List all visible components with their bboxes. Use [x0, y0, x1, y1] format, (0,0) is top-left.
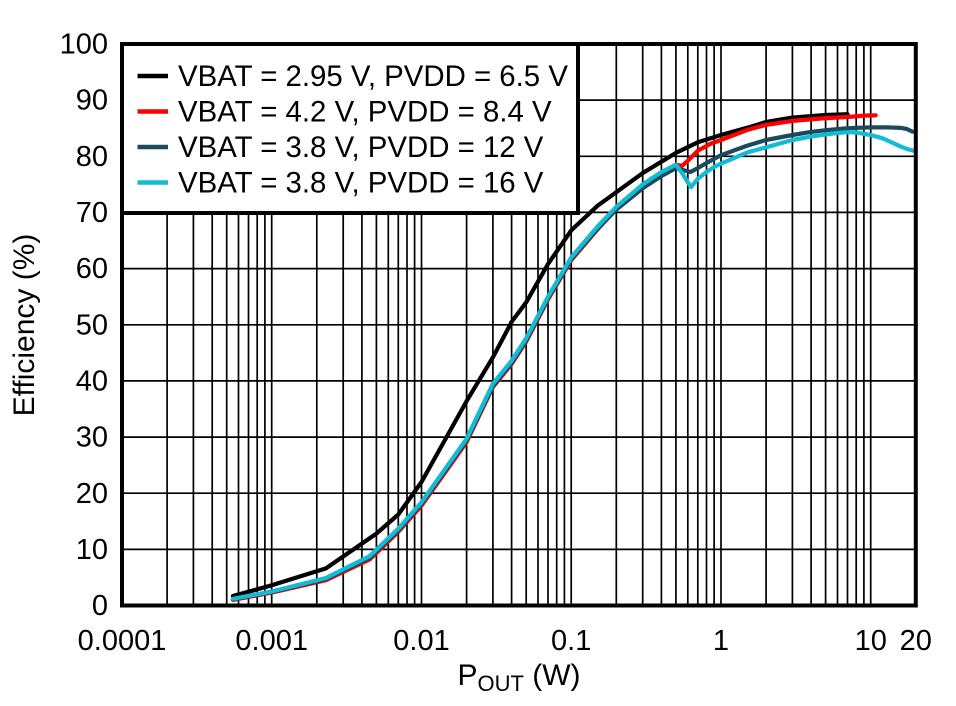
svg-text:0.01: 0.01 [393, 625, 449, 657]
svg-text:VBAT = 3.8 V, PVDD = 12 V: VBAT = 3.8 V, PVDD = 12 V [178, 131, 544, 164]
svg-text:100: 100 [60, 29, 108, 61]
svg-text:10: 10 [76, 534, 108, 566]
svg-text:70: 70 [76, 197, 108, 229]
svg-text:Efficiency (%): Efficiency (%) [8, 234, 41, 417]
svg-text:VBAT = 3.8 V, PVDD = 16 V: VBAT = 3.8 V, PVDD = 16 V [178, 167, 544, 200]
svg-text:30: 30 [76, 422, 108, 454]
svg-text:0.0001: 0.0001 [78, 625, 167, 657]
svg-text:40: 40 [76, 366, 108, 398]
svg-text:20: 20 [900, 625, 932, 657]
svg-text:10: 10 [855, 625, 887, 657]
svg-text:80: 80 [76, 141, 108, 173]
svg-text:VBAT = 2.95 V, PVDD = 6.5 V: VBAT = 2.95 V, PVDD = 6.5 V [178, 60, 568, 93]
svg-text:0.001: 0.001 [235, 625, 308, 657]
svg-text:60: 60 [76, 253, 108, 285]
svg-text:90: 90 [76, 85, 108, 117]
svg-text:0.1: 0.1 [551, 625, 591, 657]
svg-text:1: 1 [713, 625, 729, 657]
svg-text:50: 50 [76, 309, 108, 341]
svg-text:20: 20 [76, 478, 108, 510]
svg-text:0: 0 [92, 590, 108, 622]
svg-text:VBAT = 4.2 V, PVDD = 8.4 V: VBAT = 4.2 V, PVDD = 8.4 V [178, 96, 552, 129]
